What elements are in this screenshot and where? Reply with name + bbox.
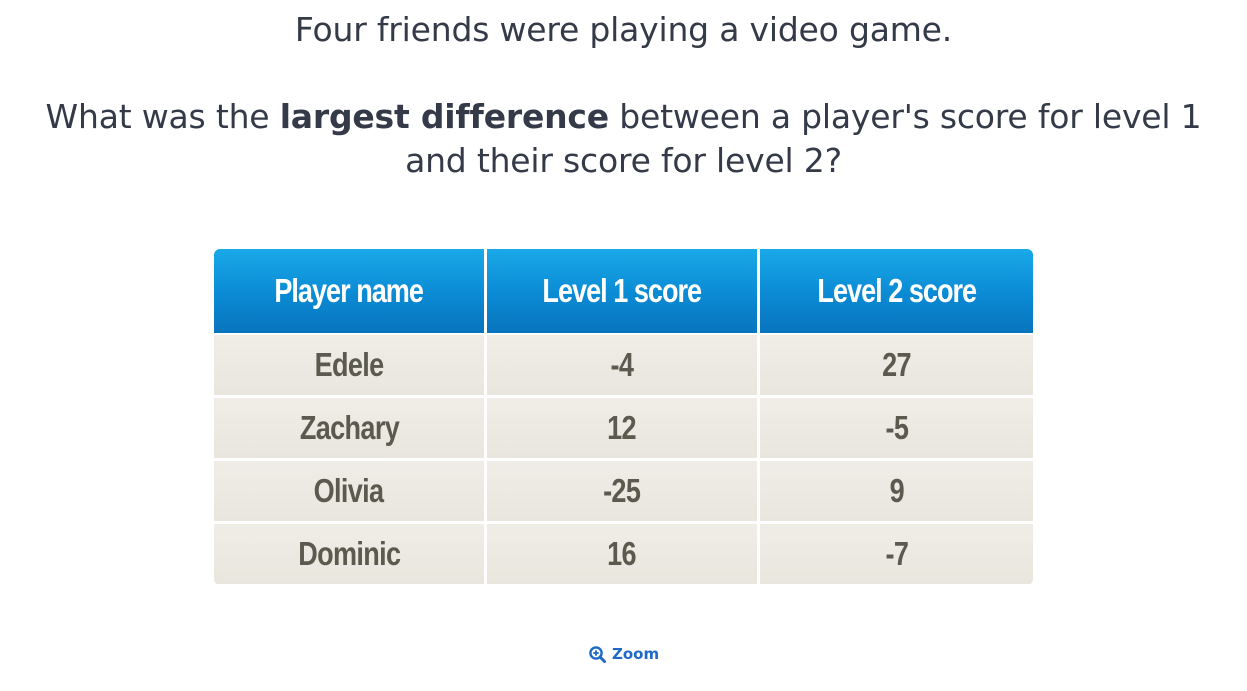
level-1-score-cell: -4: [487, 335, 760, 398]
table-row: Dominic 16 -7: [214, 524, 1033, 584]
table-row: Edele -4 27: [214, 335, 1033, 398]
header-player-name: Player name: [214, 249, 487, 335]
level-2-score-cell: 27: [760, 335, 1033, 398]
zoom-label: Zoom: [612, 645, 660, 663]
level-2-score-cell: 9: [760, 461, 1033, 524]
table-row: Olivia -25 9: [214, 461, 1033, 524]
zoom-in-icon: [589, 645, 606, 663]
level-1-score-cell: 12: [487, 398, 760, 461]
player-name-cell: Olivia: [214, 461, 487, 524]
level-1-score-cell: -25: [487, 461, 760, 524]
header-level-2-score: Level 2 score: [760, 249, 1033, 335]
question-prompt-start: What was the: [45, 97, 280, 136]
player-name-cell: Dominic: [214, 524, 487, 584]
question-prompt: What was the largest difference between …: [40, 95, 1207, 183]
table-row: Zachary 12 -5: [214, 398, 1033, 461]
scores-table-image: Player name Level 1 score Level 2 score …: [214, 249, 1033, 585]
player-name-cell: Edele: [214, 335, 487, 398]
zoom-button[interactable]: Zoom: [589, 643, 659, 665]
level-1-score-cell: 16: [487, 524, 760, 584]
question-prompt-end: between a player's score for level 1 and…: [405, 97, 1202, 180]
table-header-row: Player name Level 1 score Level 2 score: [214, 249, 1033, 335]
player-name-cell: Zachary: [214, 398, 487, 461]
header-level-1-score: Level 1 score: [487, 249, 760, 335]
level-2-score-cell: -5: [760, 398, 1033, 461]
question-intro: Four friends were playing a video game.: [294, 10, 953, 49]
scores-table: Player name Level 1 score Level 2 score …: [214, 249, 1033, 584]
question-prompt-emphasis: largest difference: [279, 97, 609, 136]
level-2-score-cell: -7: [760, 524, 1033, 584]
